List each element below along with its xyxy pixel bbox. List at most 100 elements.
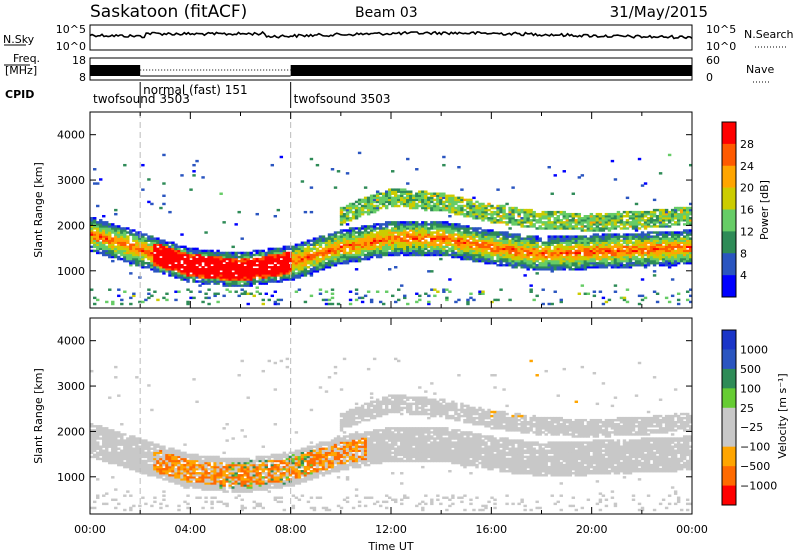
heatmap-cell xyxy=(243,290,247,293)
heatmap-cell xyxy=(168,455,172,459)
heatmap-cell xyxy=(409,204,413,208)
heatmap-cell xyxy=(517,255,521,259)
heatmap-cell xyxy=(502,241,506,244)
heatmap-cell xyxy=(580,243,585,247)
heatmap-cell xyxy=(493,217,497,220)
heatmap-cell xyxy=(186,453,190,457)
heatmap-cell xyxy=(105,245,109,249)
heatmap-cell xyxy=(111,223,115,226)
heatmap-cell xyxy=(652,237,657,240)
heatmap-cell xyxy=(174,276,178,279)
heatmap-cell xyxy=(412,239,416,242)
heatmap-cell xyxy=(493,245,497,249)
heatmap-cell xyxy=(168,478,172,481)
heatmap-cell xyxy=(415,241,419,244)
heatmap-cell xyxy=(351,202,356,206)
heatmap-cell xyxy=(502,255,506,259)
heatmap-cell xyxy=(354,231,359,234)
heatmap-cell xyxy=(490,231,494,234)
heatmap-cell xyxy=(372,235,377,238)
heatmap-cell xyxy=(381,243,386,247)
heatmap-cell xyxy=(354,245,359,249)
heatmap-cell xyxy=(183,459,187,463)
heatmap-cell xyxy=(132,251,136,255)
heatmap-cell xyxy=(544,261,548,265)
heatmap-cell xyxy=(366,251,371,255)
heatmap-cell xyxy=(550,210,554,214)
heatmap-cell xyxy=(120,439,124,442)
heatmap-cell xyxy=(439,198,443,202)
heatmap-cell xyxy=(475,208,479,212)
heatmap-cell xyxy=(210,268,214,271)
heatmap-cell xyxy=(604,241,609,244)
heatmap-cell xyxy=(90,237,94,240)
heatmap-cell xyxy=(553,251,557,255)
heatmap-cell xyxy=(96,204,100,208)
heatmap-cell xyxy=(592,294,597,298)
heatmap-cell xyxy=(616,253,621,257)
heatmap-cell xyxy=(517,249,521,253)
heatmap-cell xyxy=(135,247,139,251)
heatmap-cell xyxy=(655,253,660,257)
heatmap-cell xyxy=(685,251,690,255)
heatmap-cell xyxy=(625,249,630,253)
heatmap-cell xyxy=(351,204,356,208)
heatmap-cell xyxy=(285,255,290,259)
heatmap-cell xyxy=(400,247,404,251)
heatmap-cell xyxy=(294,268,299,271)
heatmap-cell xyxy=(192,247,196,251)
heatmap-cell xyxy=(111,245,115,249)
heatmap-cell xyxy=(481,245,485,249)
heatmap-cell xyxy=(159,270,163,273)
heatmap-cell xyxy=(207,280,211,283)
heatmap-cell xyxy=(105,427,109,430)
heatmap-cell xyxy=(670,233,675,236)
heatmap-cell xyxy=(387,188,392,191)
heatmap-cell xyxy=(493,219,497,222)
heatmap-cell xyxy=(363,198,368,202)
cpid-label: CPID xyxy=(5,88,34,101)
heatmap-cell xyxy=(679,253,684,257)
heatmap-cell xyxy=(90,445,94,448)
heatmap-cell xyxy=(171,243,175,247)
heatmap-cell xyxy=(538,245,542,249)
heatmap-cell xyxy=(571,251,576,255)
heatmap-cell xyxy=(427,198,431,202)
heatmap-cell xyxy=(685,249,690,253)
heatmap-cell xyxy=(228,270,232,273)
heatmap-cell xyxy=(460,237,464,240)
heatmap-cell xyxy=(141,243,145,247)
heatmap-cell xyxy=(186,268,190,271)
heatmap-cell xyxy=(640,251,645,255)
heatmap-cell xyxy=(613,253,618,257)
heatmap-cell xyxy=(285,266,290,269)
heatmap-cell xyxy=(114,459,118,463)
heatmap-cell xyxy=(535,268,539,271)
heatmap-cell xyxy=(490,212,494,216)
heatmap-cell xyxy=(183,480,187,483)
heatmap-cell xyxy=(192,170,196,173)
heatmap-cell xyxy=(475,217,479,220)
heatmap-cell xyxy=(451,229,455,232)
heatmap-cell xyxy=(673,217,678,220)
heatmap-cell xyxy=(186,251,190,255)
heatmap-cell xyxy=(144,298,148,302)
heatmap-cell xyxy=(300,268,305,271)
heatmap-cell xyxy=(565,259,569,263)
heatmap-cell xyxy=(357,247,362,251)
heatmap-cell xyxy=(502,251,506,255)
heatmap-cell xyxy=(565,245,569,249)
heatmap-cell xyxy=(403,202,407,206)
heatmap-cell xyxy=(442,239,446,242)
heatmap-cell xyxy=(436,227,440,230)
heatmap-cell xyxy=(135,453,139,457)
heatmap-cell xyxy=(237,268,241,271)
heatmap-cell xyxy=(258,272,262,275)
heatmap-cell xyxy=(93,429,97,432)
heatmap-cell xyxy=(351,229,356,232)
heatmap-cell xyxy=(216,249,220,253)
heatmap-cell xyxy=(511,255,515,259)
heatmap-cell xyxy=(595,263,600,267)
heatmap-cell xyxy=(174,257,178,261)
heatmap-cell xyxy=(571,212,576,216)
